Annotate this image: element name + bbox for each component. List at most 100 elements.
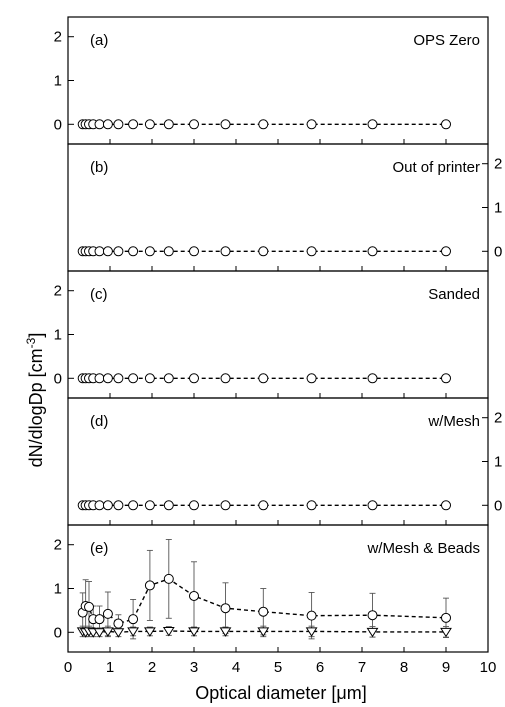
y-tick-label: 1 <box>54 581 62 598</box>
data-point <box>163 500 174 511</box>
x-tick-label: 4 <box>232 659 240 676</box>
data-point <box>441 119 451 130</box>
data-point <box>367 246 378 257</box>
data-point <box>84 601 94 612</box>
panel-2: 0 1 2 (c) Sanded <box>54 270 489 399</box>
data-point <box>258 373 269 384</box>
x-tick-label: 2 <box>148 659 156 676</box>
data-point <box>441 373 451 384</box>
y-tick-label: 1 <box>494 454 502 471</box>
data-point <box>144 246 155 257</box>
data-point <box>102 500 113 511</box>
data-point <box>440 627 452 638</box>
series-0 <box>77 246 451 257</box>
data-point <box>144 580 155 591</box>
x-tick-label: 8 <box>400 659 408 676</box>
panel-1: 0 1 2 (b) Out of printer <box>67 143 502 272</box>
data-point <box>113 119 124 130</box>
data-point <box>257 627 270 637</box>
data-point <box>144 119 155 130</box>
y-tick-label: 2 <box>494 156 502 173</box>
x-tick-label: 5 <box>274 659 282 676</box>
data-point <box>113 618 124 629</box>
data-point <box>220 603 231 614</box>
panel-0: 0 1 2 (a) OPS Zero <box>54 16 489 145</box>
panel-label: (a) <box>90 32 108 49</box>
data-point <box>367 373 378 384</box>
panel-label: (e) <box>90 540 108 557</box>
x-tick-label: 1 <box>106 659 114 676</box>
y-tick-label: 2 <box>54 283 62 300</box>
data-point <box>128 614 139 625</box>
data-point <box>102 119 113 130</box>
data-point <box>306 119 317 130</box>
data-point <box>220 119 231 130</box>
data-point <box>220 500 231 511</box>
data-point <box>367 610 378 621</box>
y-tick-label: 1 <box>54 327 62 344</box>
panel-label: (b) <box>90 159 108 176</box>
y-axis-title: dN/dlogDp [cm-3] <box>24 333 46 468</box>
series-0 <box>77 539 451 640</box>
data-point <box>94 246 105 257</box>
data-point <box>163 373 174 384</box>
y-tick-label: 2 <box>494 410 502 427</box>
data-point <box>127 627 140 637</box>
data-point <box>128 373 139 384</box>
panel-title: OPS Zero <box>413 32 480 49</box>
data-point <box>306 246 317 257</box>
data-point <box>163 246 174 257</box>
panel-title: Sanded <box>428 286 480 303</box>
data-point <box>306 500 317 511</box>
data-point <box>144 500 155 511</box>
data-point <box>113 246 124 257</box>
data-point <box>102 373 113 384</box>
series-0 <box>77 119 451 130</box>
data-point <box>163 573 174 584</box>
data-point <box>101 627 114 637</box>
panel-label: (c) <box>90 286 108 303</box>
data-point <box>306 610 317 621</box>
y-tick-label: 2 <box>54 537 62 554</box>
data-point <box>366 627 379 638</box>
data-point <box>144 373 155 384</box>
x-tick-label: 3 <box>190 659 198 676</box>
data-point <box>220 373 231 384</box>
series-0 <box>77 373 451 384</box>
y-axis-title-sup: -3 <box>24 337 38 348</box>
panel-title: w/Mesh & Beads <box>366 540 480 557</box>
data-point <box>220 246 231 257</box>
panel-4: 0 1 2 (e) w/Mesh & Beads <box>54 524 489 653</box>
data-point <box>112 628 125 638</box>
data-point <box>441 500 451 511</box>
y-tick-label: 1 <box>54 73 62 90</box>
data-point <box>258 119 269 130</box>
data-point <box>128 246 139 257</box>
data-point <box>367 500 378 511</box>
data-point <box>189 246 199 257</box>
data-point <box>128 119 139 130</box>
data-point <box>102 246 113 257</box>
data-point <box>128 500 139 511</box>
y-tick-label: 0 <box>54 624 62 641</box>
data-point <box>94 500 105 511</box>
data-point <box>189 590 199 601</box>
y-axis-title-tail: ] <box>26 333 46 338</box>
y-tick-label: 0 <box>54 116 62 133</box>
data-point <box>189 373 199 384</box>
panels-group: 0 1 2 (a) OPS Zero 0 1 2 (b) Out of printer 0 1 2 (c)… <box>54 16 502 653</box>
data-point <box>258 500 269 511</box>
data-point <box>102 608 113 619</box>
data-point <box>258 246 269 257</box>
data-point <box>441 246 451 257</box>
data-point <box>113 373 124 384</box>
x-tick-label: 10 <box>480 659 497 676</box>
y-axis-title-main: dN/dlogDp [cm <box>26 348 46 467</box>
panel-label: (d) <box>90 413 108 430</box>
data-point <box>305 627 318 637</box>
y-tick-label: 2 <box>54 29 62 46</box>
data-point <box>367 119 378 130</box>
data-point <box>188 627 200 637</box>
data-point <box>306 373 317 384</box>
panel-title: Out of printer <box>392 159 480 176</box>
